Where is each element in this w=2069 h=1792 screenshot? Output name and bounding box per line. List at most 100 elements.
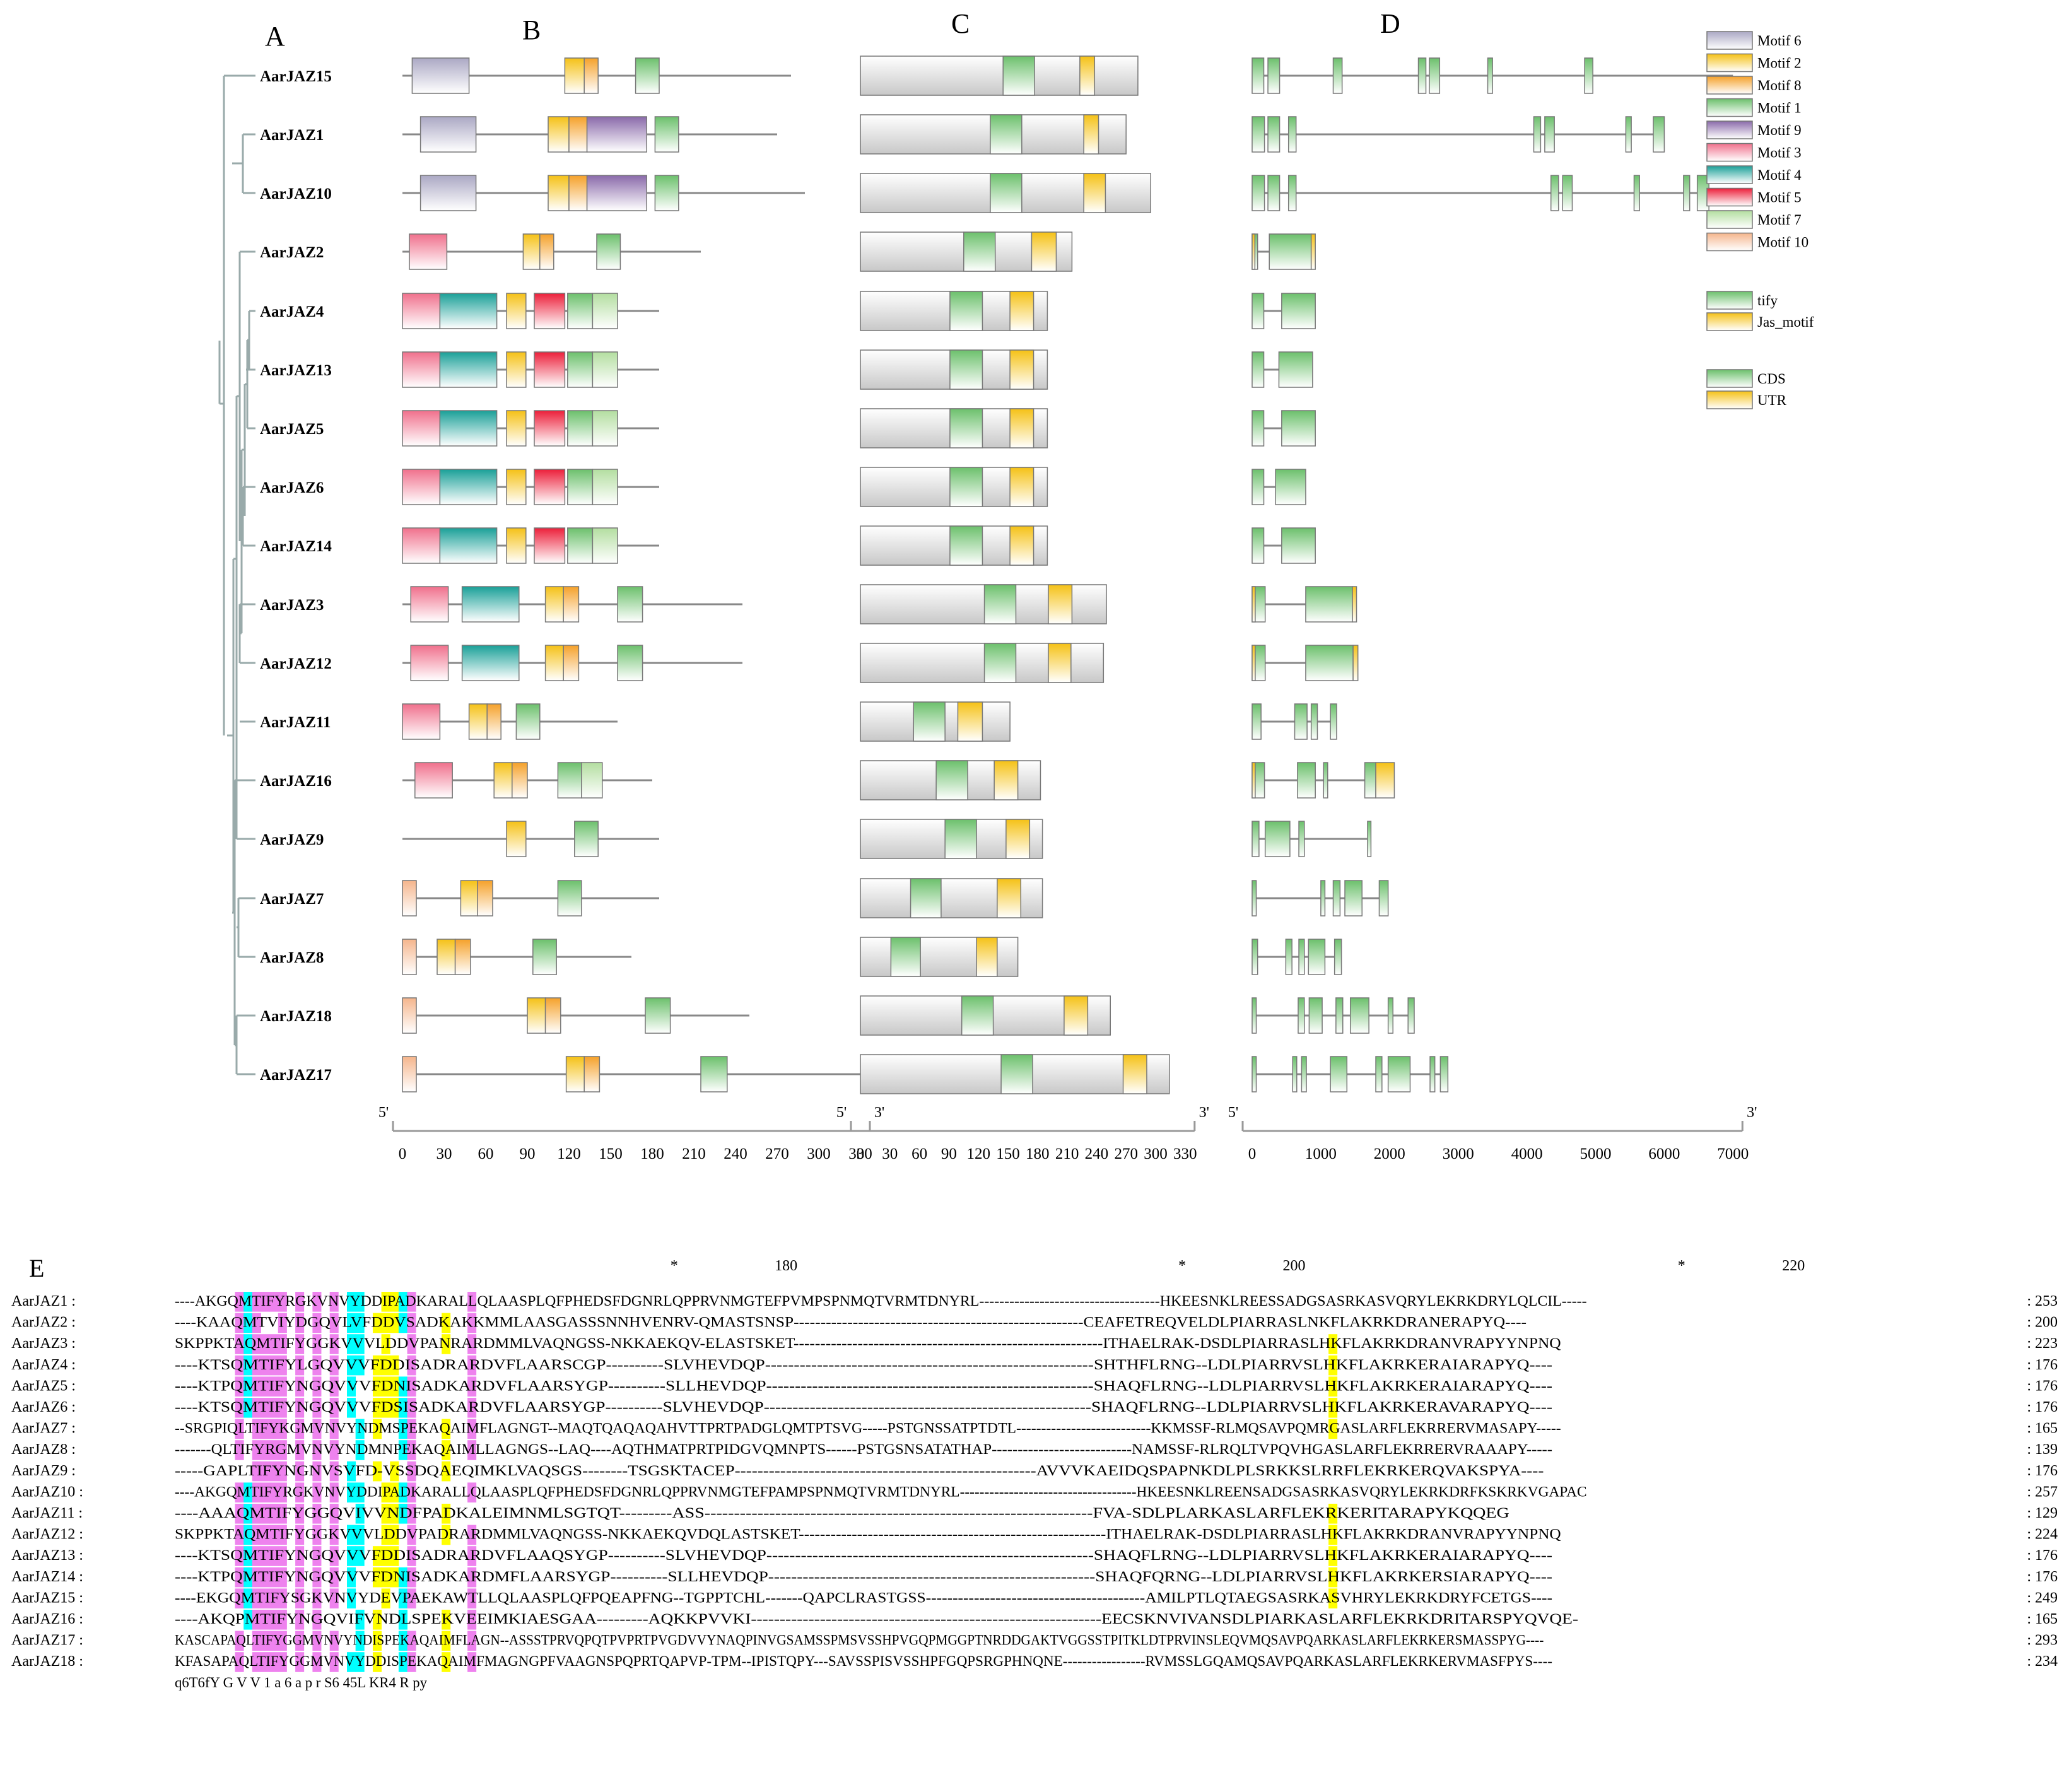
alignment-row-end: : 176	[2027, 1463, 2058, 1479]
alignment-row-end: : 139	[2027, 1441, 2058, 1458]
motif-box	[617, 586, 643, 623]
alignment-highlight	[381, 1292, 390, 1312]
alignment-highlight	[1328, 1588, 1338, 1608]
motif-box	[402, 997, 417, 1034]
alignment-sequence: ----KTPQMTIFYNGQVVVFDNISADKARDMFLAARSYGP…	[175, 1569, 1552, 1584]
alignment-highlight	[261, 1588, 270, 1608]
alignment-highlight	[261, 1567, 270, 1588]
legend-swatch-m5	[1706, 187, 1753, 207]
alignment-sequence: -----GAPLTIFYNGNVSVFD-VSSDQAEQIMKLVAQSGS…	[175, 1463, 1544, 1479]
alignment-highlight	[467, 1631, 477, 1651]
alignment-highlight	[407, 1376, 416, 1397]
alignment-highlight	[372, 1419, 382, 1439]
alignment-highlight	[235, 1546, 244, 1566]
structure-axis-tick-label: 0	[1248, 1145, 1257, 1162]
alignment-highlight	[269, 1440, 279, 1460]
alignment-highlight	[398, 1440, 407, 1460]
alignment-highlight	[269, 1376, 279, 1397]
motif-axis-tick-label: 270	[765, 1145, 789, 1162]
alignment-row-end: : 200	[2027, 1315, 2058, 1331]
cds-exon	[1653, 116, 1665, 153]
cds-exon	[1251, 175, 1265, 211]
legend-swatch-cds	[1706, 369, 1753, 388]
alignment-highlight	[235, 1292, 244, 1312]
alignment-highlight	[407, 1398, 416, 1418]
domain-axis-tick-label: 30	[882, 1145, 898, 1162]
motif-box	[567, 469, 594, 505]
motif-box	[592, 410, 618, 447]
alignment-sequence: ----EKGQMTIFYSGKVNVYDEVPAEKAWTLLQLAASPLQ…	[175, 1590, 1552, 1605]
alignment-highlight	[381, 1525, 390, 1545]
alignment-highlight	[381, 1482, 390, 1502]
alignment-highlight	[467, 1398, 477, 1418]
alignment-highlight	[252, 1546, 261, 1566]
alignment-highlight	[347, 1567, 356, 1588]
domain-panel	[860, 56, 1170, 1094]
alignment-highlight	[261, 1419, 270, 1439]
motif-box	[419, 116, 477, 153]
alignment-highlight	[235, 1440, 244, 1460]
structure-axis-tick-label: 5000	[1580, 1145, 1612, 1162]
cds-exon	[1275, 469, 1306, 505]
legend-swatch-m9	[1706, 120, 1753, 139]
alignment-highlight	[372, 1610, 382, 1630]
alignment-highlight	[390, 1376, 399, 1397]
alignment-highlight	[381, 1355, 390, 1376]
alignment-highlight	[269, 1588, 279, 1608]
jas-motif-domain	[1005, 819, 1031, 859]
alignment-highlight	[269, 1398, 279, 1418]
alignment-highlight	[261, 1440, 270, 1460]
alignment-highlight	[295, 1652, 305, 1672]
panel-label-c: C	[951, 8, 970, 39]
alignment-highlight	[269, 1504, 279, 1524]
alignment-highlight	[252, 1355, 261, 1376]
alignment-highlight	[269, 1334, 279, 1354]
tify-domain	[913, 701, 946, 742]
alignment-highlight	[261, 1546, 270, 1566]
motif-box	[409, 233, 448, 270]
alignment-highlight	[295, 1398, 305, 1418]
alignment-highlight	[261, 1610, 270, 1630]
alignment-highlight	[261, 1461, 270, 1482]
alignment-highlight	[278, 1334, 287, 1354]
alignment-highlight	[347, 1482, 356, 1502]
alignment-row-end: : 176	[2027, 1399, 2058, 1415]
alignment-sequence: SKPPKTAQMTIFYGGKVVVLDDVPADRARDMMLVAQNGSS…	[175, 1526, 1561, 1542]
motif-box	[539, 233, 554, 270]
alignment-highlight	[312, 1588, 322, 1608]
tify-domain	[949, 467, 983, 507]
alignment-highlight	[243, 1504, 253, 1524]
alignment-highlight	[295, 1588, 305, 1608]
alignment-highlight	[381, 1588, 390, 1608]
cds-exon	[1269, 233, 1312, 270]
alignment-highlight	[252, 1525, 261, 1545]
alignment-sequence: ----AKGQMTIFYRGKVNVYDDIPADKARALLQLAASPLQ…	[175, 1293, 1587, 1309]
alignment-highlight	[235, 1313, 244, 1333]
alignment-consensus: q6T6fY G V V 1 a 6 a p r S6 45L KR4 R py	[175, 1675, 428, 1690]
alignment-highlight	[252, 1652, 261, 1672]
alignment-highlight	[269, 1355, 279, 1376]
alignment-highlight	[295, 1419, 305, 1439]
gene-label: AarJAZ15	[260, 68, 332, 85]
jas-motif-domain	[997, 878, 1022, 918]
alignment-highlight	[442, 1419, 451, 1439]
alignment-highlight	[329, 1504, 339, 1524]
cds-exon	[1287, 116, 1297, 153]
motif-box	[439, 410, 498, 447]
alignment-highlight	[252, 1631, 261, 1651]
tify-domain	[1002, 56, 1035, 96]
cds-exon	[1550, 175, 1559, 211]
motif-box	[402, 293, 441, 329]
alignment-highlight	[295, 1482, 305, 1502]
alignment-highlight	[252, 1313, 261, 1333]
motif-box	[586, 116, 647, 153]
motif-box	[468, 703, 488, 740]
motif-axis-tick-label: 120	[557, 1145, 581, 1162]
alignment-highlight	[442, 1313, 451, 1333]
cds-exon	[1287, 175, 1297, 211]
alignment-highlight	[252, 1504, 261, 1524]
motif-box	[583, 57, 599, 94]
jas-motif-domain	[1083, 173, 1106, 213]
utr-region	[1352, 586, 1357, 623]
cds-exon	[1544, 116, 1555, 153]
